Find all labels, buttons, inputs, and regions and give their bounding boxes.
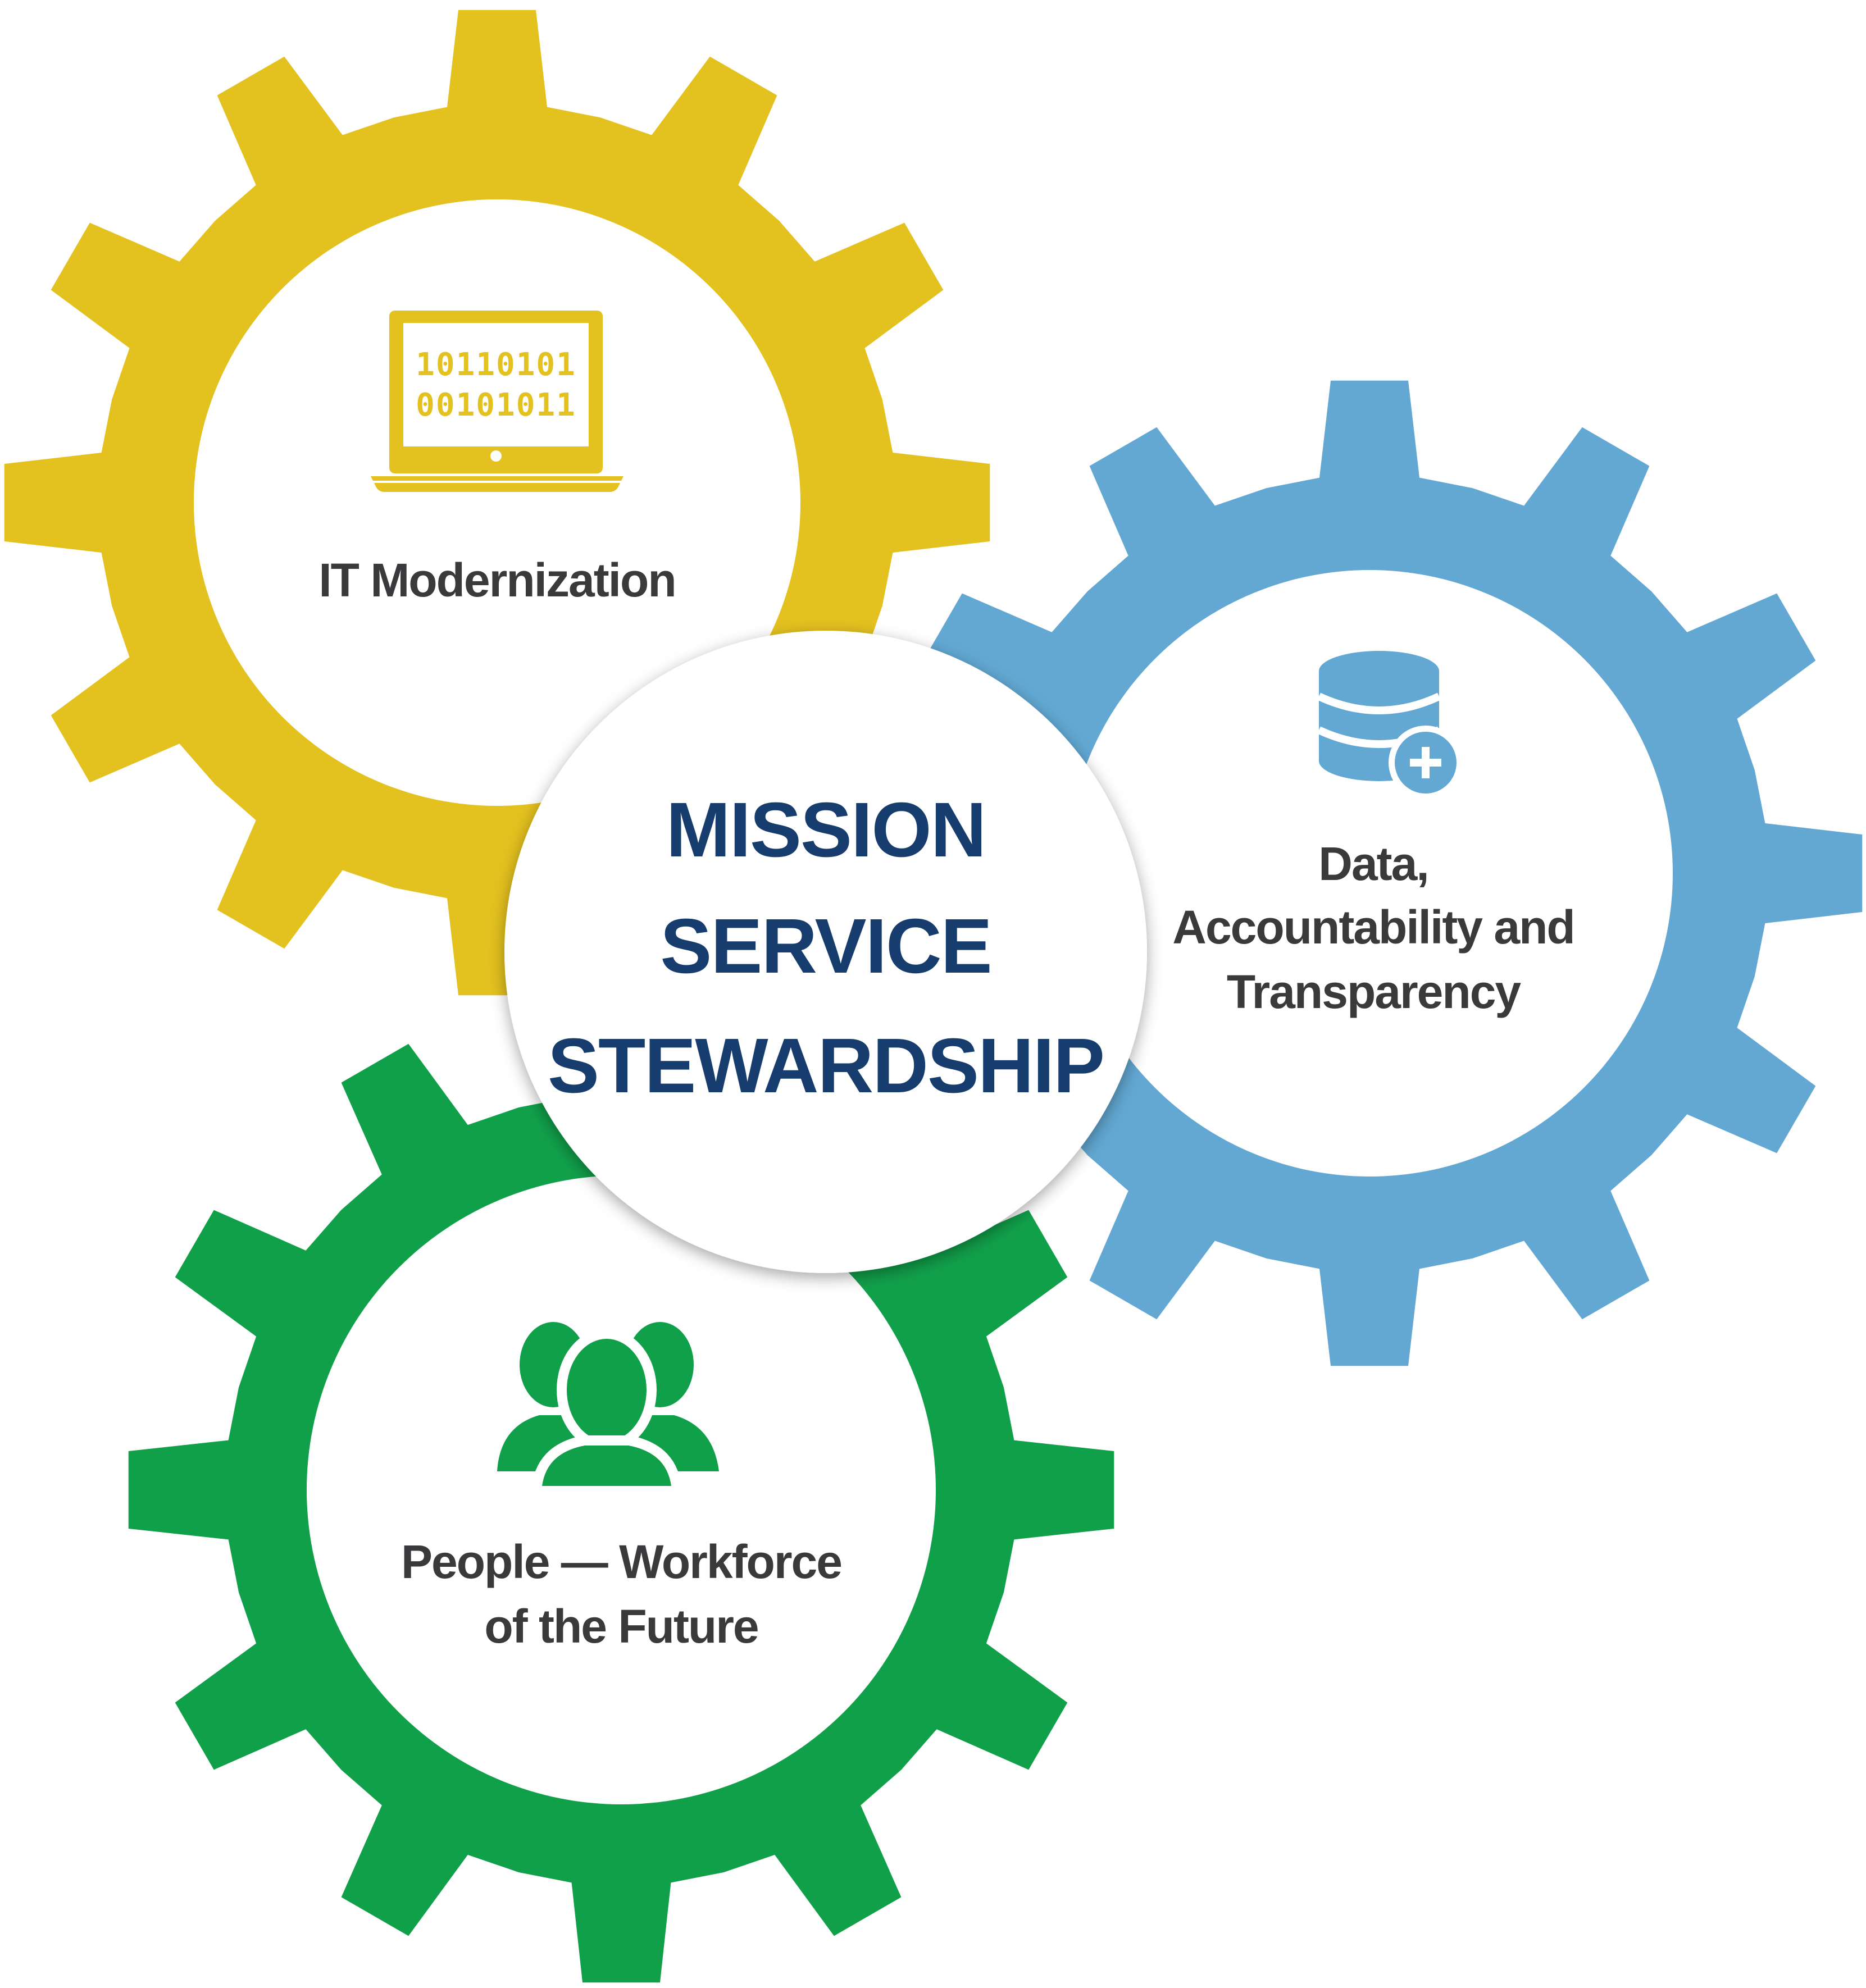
gear-data-accountability: Data, Accountability and Transparency (876, 380, 1863, 1366)
gear-it-modernization: 10110101 00101011 IT Modernization (4, 10, 990, 996)
center-circle (504, 631, 1147, 1273)
center-text-stewardship: STEWARDSHIP (548, 1023, 1104, 1109)
binary-text-row-2: 00101011 (416, 387, 576, 423)
gear-data-label-line-3: Transparency (1227, 965, 1522, 1018)
laptop-binary-icon: 10110101 00101011 (371, 311, 623, 492)
people-group-icon (497, 1322, 719, 1502)
database-plus-icon (1317, 651, 1463, 800)
center-circle-group: MISSION SERVICE STEWARDSHIP (504, 631, 1147, 1273)
gear-data-hole (1066, 570, 1673, 1177)
gear-data-label-line-1: Data, (1318, 837, 1428, 890)
center-text-mission: MISSION (666, 787, 986, 873)
gear-it-hole (194, 199, 800, 806)
gear-data-label-line-2: Accountability and (1172, 901, 1574, 954)
gear-people-label-line-2: of the Future (484, 1600, 758, 1653)
gear-it-label: IT Modernization (318, 554, 675, 607)
center-text-service: SERVICE (660, 903, 991, 990)
gear-people-label-line-1: People — Workforce (401, 1535, 841, 1588)
binary-text-row-1: 10110101 (416, 346, 576, 383)
